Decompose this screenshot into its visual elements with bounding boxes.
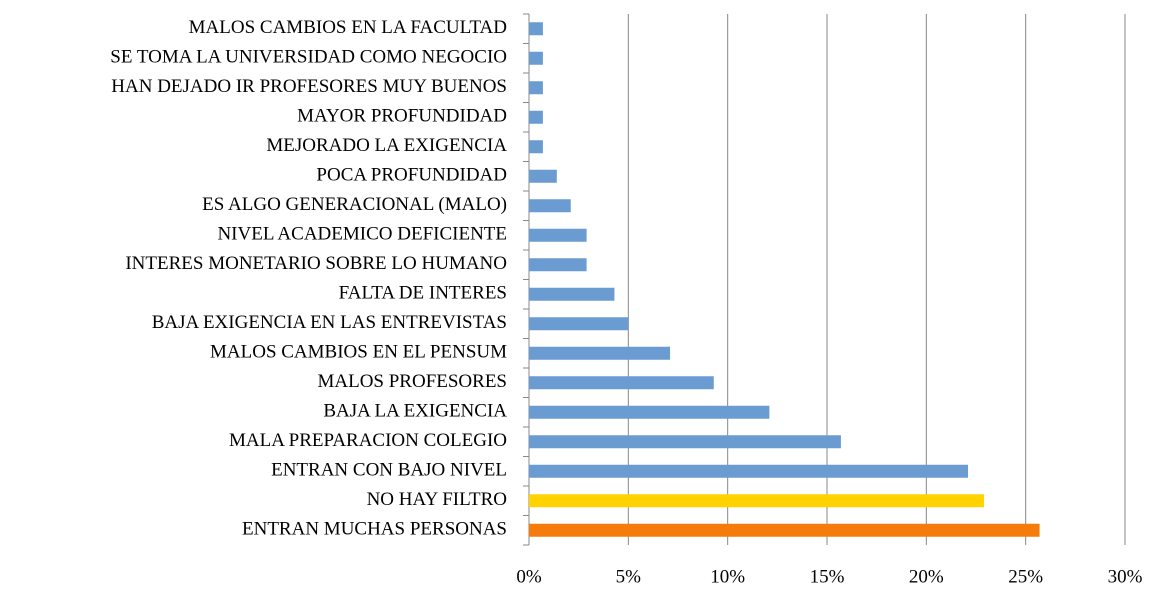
x-tick-label: 5%	[616, 566, 642, 587]
y-tick-label: MEJORADO LA EXIGENCIA	[266, 135, 507, 156]
bar	[529, 51, 543, 65]
bar	[529, 435, 841, 449]
y-tick-label: MALOS PROFESORES	[317, 371, 507, 392]
y-tick-label: MALOS CAMBIOS EN EL PENSUM	[210, 342, 507, 363]
bar	[529, 169, 557, 183]
x-tick-label: 15%	[810, 566, 845, 587]
bar	[529, 199, 571, 213]
y-tick-label: MALA PREPARACION COLEGIO	[229, 430, 507, 451]
bar	[529, 464, 969, 478]
y-tick-label: FALTA DE INTERES	[339, 283, 507, 304]
y-tick-label: BAJA EXIGENCIA EN LAS ENTREVISTAS	[152, 312, 507, 333]
bar	[529, 110, 543, 124]
bar	[529, 140, 543, 154]
bar	[529, 494, 984, 508]
y-tick-label: NO HAY FILTRO	[367, 489, 507, 510]
y-tick-label: INTERES MONETARIO SOBRE LO HUMANO	[125, 253, 507, 274]
y-tick-label: NIVEL ACADEMICO DEFICIENTE	[217, 224, 507, 245]
x-tick-label: 25%	[1008, 566, 1043, 587]
bar	[529, 317, 629, 331]
bar	[529, 228, 587, 242]
bar	[529, 81, 543, 95]
bar	[529, 287, 615, 301]
bar	[529, 376, 714, 390]
y-tick-label: MALOS CAMBIOS EN LA FACULTAD	[189, 17, 507, 38]
y-tick-label: MAYOR PROFUNDIDAD	[297, 106, 507, 127]
bar	[529, 523, 1040, 537]
x-tick-label: 20%	[909, 566, 944, 587]
y-tick-label: HAN DEJADO IR PROFESORES MUY BUENOS	[111, 76, 507, 97]
bar	[529, 22, 543, 36]
bar	[529, 346, 671, 360]
y-tick-label: BAJA LA EXIGENCIA	[323, 401, 507, 422]
y-tick-label: POCA PROFUNDIDAD	[316, 165, 507, 186]
bar	[529, 258, 587, 272]
y-tick-label: SE TOMA LA UNIVERSIDAD COMO NEGOCIO	[110, 47, 507, 68]
x-tick-label: 0%	[516, 566, 542, 587]
x-tick-label: 30%	[1108, 566, 1143, 587]
y-tick-label: ENTRAN CON BAJO NIVEL	[271, 460, 507, 481]
bar	[529, 405, 770, 419]
y-tick-label: ENTRAN MUCHAS PERSONAS	[242, 519, 507, 540]
y-tick-label: ES ALGO GENERACIONAL (MALO)	[202, 194, 507, 215]
x-tick-label: 10%	[710, 566, 745, 587]
